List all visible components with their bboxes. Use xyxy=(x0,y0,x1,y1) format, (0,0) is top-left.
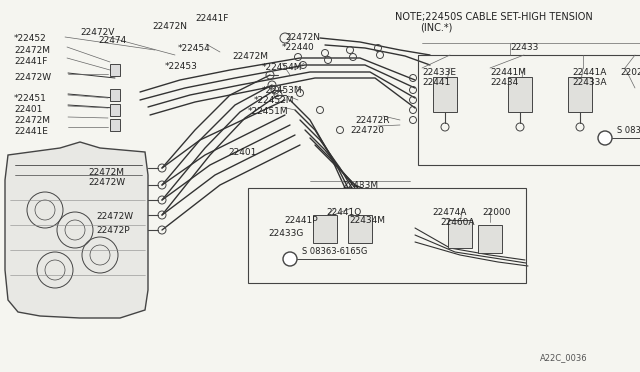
Bar xyxy=(568,77,592,112)
Bar xyxy=(418,55,640,165)
Bar xyxy=(110,64,120,76)
Text: 22472W: 22472W xyxy=(96,212,133,221)
Text: 224720: 224720 xyxy=(350,126,384,135)
Bar xyxy=(478,225,502,253)
Text: *22453: *22453 xyxy=(165,62,198,71)
Text: 22441: 22441 xyxy=(422,78,451,87)
Text: *22451: *22451 xyxy=(14,94,47,103)
Text: 22472V: 22472V xyxy=(80,28,115,37)
Text: 22474A: 22474A xyxy=(432,208,467,217)
Text: 22401: 22401 xyxy=(14,105,42,114)
Text: *22451M: *22451M xyxy=(248,107,289,116)
Text: 22472M: 22472M xyxy=(14,46,50,55)
Text: *22440: *22440 xyxy=(282,43,315,52)
Bar xyxy=(110,119,120,131)
Text: S 08363-6165G: S 08363-6165G xyxy=(617,126,640,135)
Text: 22434M: 22434M xyxy=(349,216,385,225)
Text: 22000: 22000 xyxy=(482,208,511,217)
Text: 22472W: 22472W xyxy=(88,178,125,187)
Text: 22433M: 22433M xyxy=(342,181,378,190)
Text: S: S xyxy=(287,257,292,266)
Text: 22441E: 22441E xyxy=(14,127,48,136)
Text: 22472W: 22472W xyxy=(14,73,51,82)
Text: 22441A: 22441A xyxy=(572,68,606,77)
Text: 22472M: 22472M xyxy=(88,168,124,177)
Text: 22020: 22020 xyxy=(620,68,640,77)
Text: 22401: 22401 xyxy=(228,148,257,157)
Text: S: S xyxy=(603,137,607,145)
Bar xyxy=(313,215,337,243)
Text: S 08363-6165G: S 08363-6165G xyxy=(302,247,367,256)
Text: A22C_0036: A22C_0036 xyxy=(540,353,588,362)
Text: 22433A: 22433A xyxy=(572,78,607,87)
Text: 22472M: 22472M xyxy=(232,52,268,61)
Bar xyxy=(110,89,120,101)
Text: *22454: *22454 xyxy=(178,44,211,53)
Text: 22434: 22434 xyxy=(490,78,518,87)
Text: 22472M: 22472M xyxy=(14,116,50,125)
Text: *22453M: *22453M xyxy=(262,86,303,95)
Bar xyxy=(348,215,372,243)
Text: 22460A: 22460A xyxy=(440,218,474,227)
Text: 22472N: 22472N xyxy=(152,22,187,31)
Bar xyxy=(248,188,526,283)
Text: 22441Q: 22441Q xyxy=(326,208,361,217)
Circle shape xyxy=(598,131,612,145)
Text: (INC.*): (INC.*) xyxy=(420,22,452,32)
Bar xyxy=(433,77,457,112)
Bar xyxy=(508,77,532,112)
Text: 22441F: 22441F xyxy=(195,14,228,23)
Text: 22472N: 22472N xyxy=(285,33,320,42)
Text: 22441P: 22441P xyxy=(284,216,317,225)
Text: 22433: 22433 xyxy=(510,43,538,52)
Text: 22433E: 22433E xyxy=(422,68,456,77)
Text: *22454M: *22454M xyxy=(262,63,303,72)
Bar xyxy=(448,220,472,248)
Circle shape xyxy=(283,252,297,266)
Text: 22472R: 22472R xyxy=(355,116,390,125)
Text: 22474: 22474 xyxy=(98,36,126,45)
Text: 22472P: 22472P xyxy=(96,226,130,235)
Text: NOTE;22450S CABLE SET-HIGH TENSION: NOTE;22450S CABLE SET-HIGH TENSION xyxy=(395,12,593,22)
Text: 22433G: 22433G xyxy=(268,229,303,238)
Text: *22452M: *22452M xyxy=(254,96,294,105)
Text: *22452: *22452 xyxy=(14,34,47,43)
Text: 22441M: 22441M xyxy=(490,68,526,77)
Polygon shape xyxy=(5,142,148,318)
Text: 22441F: 22441F xyxy=(14,57,47,66)
Bar xyxy=(110,104,120,116)
